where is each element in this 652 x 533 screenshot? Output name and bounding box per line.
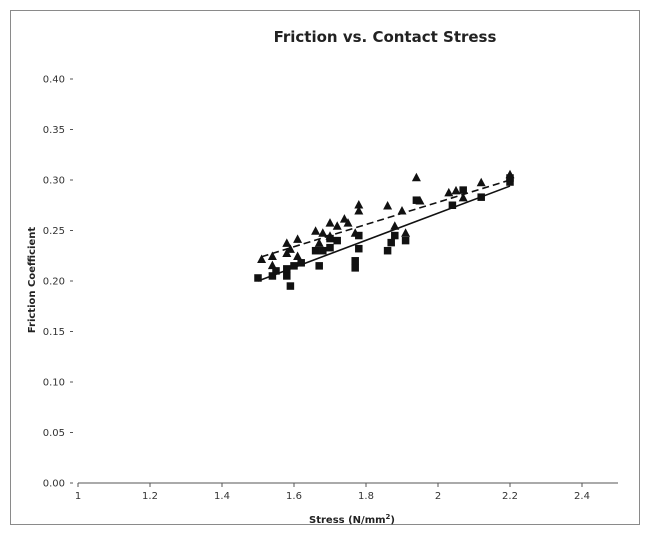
triangle-point — [339, 214, 349, 223]
triangle-point — [257, 254, 267, 264]
chart-title: Friction vs. Contact Stress — [274, 28, 497, 46]
x-tick-label: 1.4 — [214, 491, 230, 502]
square-point — [477, 193, 485, 201]
triangle-point — [401, 228, 411, 237]
triangle-point — [325, 218, 335, 227]
chart-frame — [10, 10, 640, 525]
triangle-point — [267, 260, 277, 270]
square-point — [268, 272, 277, 280]
square-point — [286, 282, 295, 290]
square-point — [290, 262, 298, 270]
x-tick-label: 1.8 — [358, 491, 374, 502]
square-point — [459, 186, 467, 194]
square-point — [297, 259, 305, 267]
square-point — [506, 178, 514, 186]
triangle-point — [282, 238, 292, 247]
triangle-point — [318, 228, 328, 237]
x-tick-label: 1 — [75, 491, 81, 502]
square-point — [351, 257, 359, 265]
square-point — [254, 274, 262, 282]
y-tick-label: 0.10 — [43, 378, 65, 389]
trendline-dashed — [261, 179, 511, 258]
square-point — [387, 238, 395, 247]
y-tick-label: 0.15 — [43, 327, 65, 338]
square-point — [506, 174, 514, 182]
axes: 0.00 0.05 0.10 0.15 0.20 0.25 0.30 0.35 0.40 1 1.2… — [43, 75, 618, 502]
y-tick-label: 0.05 — [43, 428, 65, 439]
triangle-point — [444, 187, 454, 197]
x-tick-label: 2.4 — [574, 491, 590, 502]
square-point — [391, 231, 399, 240]
triangle-point — [311, 226, 321, 235]
triangle-point — [343, 218, 353, 227]
square-point — [283, 265, 291, 273]
x-tick-label: 1.2 — [142, 491, 158, 502]
x-axis-label: Stress (N/mm2) — [309, 513, 395, 526]
square-point — [315, 262, 323, 270]
triangle-point — [354, 199, 364, 209]
square-point — [272, 267, 280, 275]
x-tick-label: 2 — [435, 491, 441, 502]
x-tick-label: 1.6 — [286, 491, 302, 502]
square-point — [355, 231, 363, 240]
square-point — [383, 246, 392, 255]
triangle-point — [285, 244, 295, 253]
square-point — [326, 243, 334, 252]
square-point — [283, 272, 291, 280]
y-tick-label: 0.40 — [43, 75, 65, 86]
square-point — [333, 236, 341, 245]
triangle-point — [390, 221, 400, 230]
triangle-point — [383, 201, 393, 210]
x-tick-label: 2.2 — [502, 491, 518, 502]
y-tick-label: 0.35 — [43, 125, 65, 136]
square-point — [355, 244, 363, 253]
triangle-point — [451, 185, 461, 195]
square-point — [319, 246, 327, 255]
triangle-point — [332, 221, 342, 230]
y-axis-label: Friction Coefficient — [27, 227, 38, 334]
square-point — [311, 246, 320, 255]
y-tick-label: 0.20 — [43, 277, 65, 288]
y-tick-label: 0.25 — [43, 226, 65, 237]
triangle-point — [397, 206, 407, 215]
triangle-point — [354, 206, 364, 215]
square-point — [401, 236, 410, 245]
data-marks — [254, 169, 515, 290]
y-tick-label: 0.00 — [43, 479, 65, 490]
triangle-point — [293, 234, 303, 243]
triangle-point — [411, 172, 421, 182]
triangle-point — [476, 177, 486, 187]
triangle-point — [314, 238, 324, 247]
triangle-point — [293, 251, 303, 260]
triangle-point — [267, 251, 277, 260]
square-point — [412, 196, 421, 204]
triangle-point — [458, 192, 468, 202]
square-point — [326, 234, 334, 243]
square-point — [448, 201, 457, 209]
square-point — [351, 264, 359, 272]
y-tick-label: 0.30 — [43, 176, 65, 187]
